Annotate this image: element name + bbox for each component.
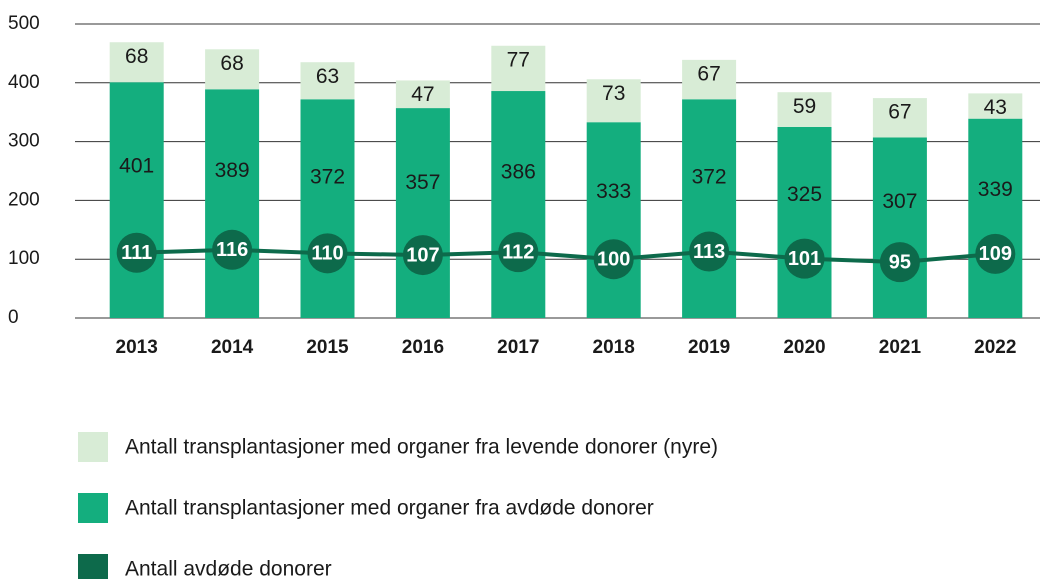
x-tick-label: 2013 — [116, 337, 158, 358]
line-marker — [307, 233, 348, 274]
legend-swatch — [78, 554, 108, 579]
x-tick-label: 2020 — [783, 337, 825, 358]
data-label: 307 — [882, 190, 917, 213]
line-label: 101 — [788, 248, 821, 270]
line-label: 116 — [216, 239, 248, 261]
line-marker — [498, 232, 539, 273]
x-tick-label: 2019 — [688, 337, 730, 358]
line-label: 107 — [406, 244, 439, 266]
data-label: 59 — [793, 95, 816, 118]
bar-segment — [300, 99, 355, 318]
data-label: 63 — [316, 65, 339, 88]
bar-segment — [968, 93, 1023, 119]
x-tick-label: 2021 — [879, 337, 922, 358]
data-label: 401 — [119, 155, 154, 178]
x-tick-label: 2014 — [211, 337, 254, 358]
bar-segment — [395, 108, 450, 318]
line — [136, 247, 996, 265]
bar-segment — [872, 98, 927, 138]
line-label: 113 — [693, 241, 725, 263]
bar-segment — [586, 122, 641, 318]
bar-segment — [682, 59, 737, 100]
y-tick-label: 400 — [8, 72, 40, 93]
bar-segment — [395, 80, 450, 109]
bar-segment — [777, 126, 832, 319]
data-label: 325 — [787, 183, 822, 206]
line-marker — [593, 239, 634, 280]
x-tick-label: 2018 — [593, 337, 635, 358]
data-label: 333 — [596, 180, 631, 203]
y-tick-label: 100 — [8, 248, 40, 269]
data-label: 372 — [692, 166, 727, 189]
bar-segment — [205, 89, 260, 318]
x-tick-label: 2016 — [402, 337, 444, 358]
data-label: 68 — [220, 52, 243, 75]
line-marker — [116, 232, 157, 273]
bar-segment — [109, 42, 164, 83]
bar-segment — [491, 45, 546, 92]
y-tick-label: 200 — [8, 189, 40, 210]
bar-segment — [968, 118, 1023, 318]
line-marker — [784, 238, 825, 279]
legend-label: Antall transplantasjoner med organer fra… — [125, 497, 654, 520]
line-marker — [402, 235, 443, 276]
bar-segment — [109, 82, 164, 318]
line-label: 95 — [889, 251, 911, 273]
bar-segment — [586, 79, 641, 123]
line-label: 112 — [502, 241, 534, 263]
line-label: 110 — [311, 243, 343, 265]
bar-segment — [491, 91, 546, 318]
x-tick-label: 2022 — [974, 337, 1016, 358]
line-marker — [879, 242, 920, 283]
legend-swatch — [78, 432, 108, 462]
data-label: 67 — [888, 101, 911, 124]
y-tick-label: 0 — [8, 307, 19, 328]
data-label: 389 — [215, 159, 250, 182]
legend-label: Antall transplantasjoner med organer fra… — [125, 436, 718, 459]
data-label: 386 — [501, 160, 536, 183]
bar-segment — [300, 62, 355, 100]
data-label: 339 — [978, 178, 1013, 201]
line-label: 100 — [597, 248, 630, 270]
x-tick-label: 2017 — [497, 337, 539, 358]
data-label: 73 — [602, 82, 625, 105]
data-label: 43 — [984, 96, 1007, 119]
data-label: 372 — [310, 166, 345, 189]
data-label: 67 — [697, 62, 720, 85]
data-label: 357 — [405, 171, 440, 194]
data-label: 68 — [125, 45, 148, 68]
legend-swatch — [78, 493, 108, 523]
data-label: 77 — [507, 48, 530, 71]
bar-segment — [777, 92, 832, 127]
y-tick-label: 300 — [8, 131, 40, 152]
line-label: 109 — [979, 243, 1012, 265]
bar-segment — [872, 137, 927, 318]
bar-segment — [682, 99, 737, 318]
data-label: 47 — [411, 83, 434, 106]
line-marker — [689, 231, 730, 272]
line-marker — [975, 233, 1016, 274]
y-tick-label: 500 — [8, 13, 40, 34]
legend-label: Antall avdøde donorer — [125, 558, 332, 579]
x-tick-label: 2015 — [306, 337, 349, 358]
line-label: 111 — [121, 242, 152, 264]
bar-segment — [205, 49, 260, 90]
line-marker — [212, 229, 253, 270]
